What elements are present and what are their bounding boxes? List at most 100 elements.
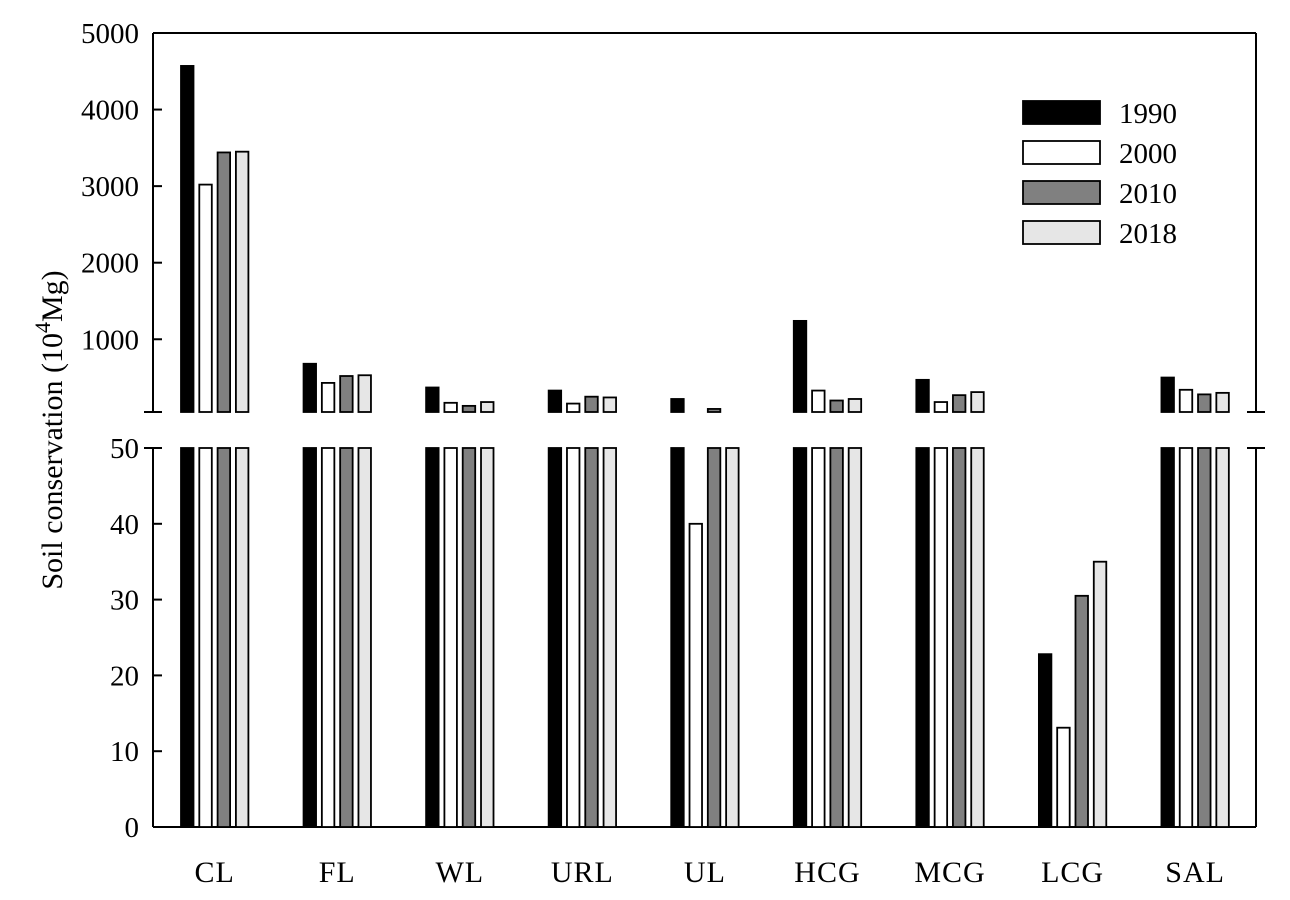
bar-CL-2010-lower bbox=[216, 447, 232, 828]
bar-WL-1990-lower bbox=[425, 447, 440, 828]
y-axis-label: Soil conservation (104Mg) bbox=[30, 270, 69, 589]
legend-label-2018: 2018 bbox=[1119, 218, 1177, 250]
bar-MCG-1990-upper bbox=[915, 378, 930, 413]
y-axis-label-superscript: 4 bbox=[30, 322, 55, 333]
bar-MCG-2010-lower bbox=[952, 447, 967, 828]
ticks: 0 10 20 30 40 50 1000 2000 3000 4000 5000 CL FL WL URL… bbox=[81, 18, 1225, 889]
bar-FL-2010-lower bbox=[339, 447, 354, 828]
bar-UL-2000 bbox=[688, 522, 703, 828]
x-tick-label: MCG bbox=[914, 856, 985, 889]
y-tick-label: 4000 bbox=[81, 95, 139, 127]
x-tick-label: URL bbox=[551, 856, 614, 889]
x-tick-label: SAL bbox=[1165, 856, 1225, 889]
bar-URL-1990-upper bbox=[547, 389, 563, 413]
bar-CL-2018-upper bbox=[234, 150, 250, 413]
bar-URL-2000-lower bbox=[566, 447, 581, 828]
x-tick-label: FL bbox=[319, 856, 356, 889]
bar-FL-1990-lower bbox=[302, 447, 317, 828]
bar-URL-2018-upper bbox=[602, 396, 617, 413]
bar-HCG-2018-lower bbox=[847, 447, 863, 828]
bar-LCG-2018 bbox=[1092, 560, 1108, 828]
bar-WL-2018-lower bbox=[480, 447, 495, 828]
bar-MCG-2010-upper bbox=[952, 394, 967, 413]
bar-UL-1990-upper bbox=[670, 398, 685, 413]
legend-swatch-2010 bbox=[1022, 180, 1101, 205]
bar-LCG-2000 bbox=[1056, 726, 1071, 828]
bar-WL-2000-lower bbox=[443, 447, 458, 828]
bar-FL-1990-upper bbox=[302, 362, 317, 413]
bar-WL-2000-upper bbox=[443, 401, 458, 413]
bar-HCG-2000-lower bbox=[811, 447, 826, 828]
y-tick-label: 30 bbox=[110, 585, 139, 617]
bar-WL-2010-lower bbox=[461, 447, 477, 828]
bar-HCG-2000-upper bbox=[811, 389, 826, 413]
bar-HCG-2010-lower bbox=[829, 447, 844, 828]
y-tick-label: 10 bbox=[110, 736, 139, 768]
legend-swatch-2018 bbox=[1022, 220, 1101, 245]
bar-URL-1990-lower bbox=[547, 447, 563, 828]
bar-MCG-2000-upper bbox=[933, 401, 949, 413]
bar-SAL-2018-lower bbox=[1215, 447, 1230, 828]
bar-SAL-2010-upper bbox=[1197, 393, 1212, 413]
y-tick-label: 2000 bbox=[81, 248, 139, 280]
legend: 1990 2000 2010 2018 bbox=[1022, 98, 1177, 250]
bar-MCG-2000-lower bbox=[933, 447, 949, 828]
bar-WL-2010-upper bbox=[461, 404, 477, 413]
bar-WL-1990-upper bbox=[425, 386, 440, 413]
bar-CL-1990-upper bbox=[180, 65, 195, 413]
bar-URL-2010-upper bbox=[584, 395, 599, 413]
bar-CL-2010-upper bbox=[216, 151, 232, 413]
y-tick-label: 0 bbox=[125, 812, 140, 844]
bar-SAL-2010-lower bbox=[1197, 447, 1212, 828]
bar-SAL-2000-upper bbox=[1178, 388, 1194, 413]
x-tick-label: CL bbox=[195, 856, 235, 889]
y-tick-label: 3000 bbox=[81, 171, 139, 203]
y-tick-label: 50 bbox=[110, 433, 139, 465]
bar-SAL-2000-lower bbox=[1178, 447, 1194, 828]
bar-MCG-2018-lower bbox=[970, 447, 985, 828]
bars bbox=[180, 65, 1230, 828]
y-tick-label: 20 bbox=[110, 660, 139, 692]
legend-swatch-1990 bbox=[1022, 100, 1101, 125]
bar-FL-2018-lower bbox=[357, 447, 372, 828]
bar-HCG-1990-upper bbox=[792, 319, 808, 413]
bar-LCG-2010 bbox=[1074, 594, 1089, 828]
bar-URL-2010-lower bbox=[584, 447, 599, 828]
y-axis-label-main: Soil conservation (10 bbox=[36, 333, 69, 590]
bar-SAL-1990-upper bbox=[1160, 376, 1175, 413]
y-tick-label: 1000 bbox=[81, 324, 139, 356]
bar-FL-2000-lower bbox=[320, 447, 336, 828]
bar-UL-1990-lower bbox=[670, 447, 685, 828]
bar-UL-2018 bbox=[725, 447, 740, 828]
legend-swatch-2000 bbox=[1022, 140, 1101, 165]
y-axis-label-suffix: Mg) bbox=[36, 270, 69, 322]
bar-MCG-2018-upper bbox=[970, 391, 985, 413]
bar-HCG-1990-lower bbox=[792, 447, 808, 828]
bar-UL-2010-upper bbox=[706, 408, 722, 413]
x-tick-label: HCG bbox=[794, 856, 860, 889]
y-tick-label: 5000 bbox=[81, 18, 139, 50]
bar-UL-2010-lower bbox=[706, 447, 722, 828]
bar-HCG-2010-upper bbox=[829, 399, 844, 413]
x-tick-label: UL bbox=[684, 856, 726, 889]
legend-label-1990: 1990 bbox=[1119, 98, 1177, 130]
legend-label-2000: 2000 bbox=[1119, 138, 1177, 170]
bar-MCG-1990-lower bbox=[915, 447, 930, 828]
bar-CL-2000-upper bbox=[198, 183, 213, 413]
bar-CL-2018-lower bbox=[234, 447, 250, 828]
bar-URL-2000-upper bbox=[566, 402, 581, 413]
bar-SAL-1990-lower bbox=[1160, 447, 1175, 828]
legend-label-2010: 2010 bbox=[1119, 178, 1177, 210]
bar-CL-2000-lower bbox=[198, 447, 213, 828]
bar-FL-2010-upper bbox=[339, 375, 354, 413]
bar-URL-2018-lower bbox=[602, 447, 617, 828]
bar-FL-2018-upper bbox=[357, 374, 372, 413]
y-tick-label: 40 bbox=[110, 509, 139, 541]
x-tick-label: LCG bbox=[1041, 856, 1104, 889]
bar-LCG-1990 bbox=[1037, 653, 1053, 828]
bar-WL-2018-upper bbox=[480, 401, 495, 413]
x-tick-label: WL bbox=[435, 856, 484, 889]
bar-SAL-2018-upper bbox=[1215, 391, 1230, 413]
bar-HCG-2018-upper bbox=[847, 398, 863, 413]
